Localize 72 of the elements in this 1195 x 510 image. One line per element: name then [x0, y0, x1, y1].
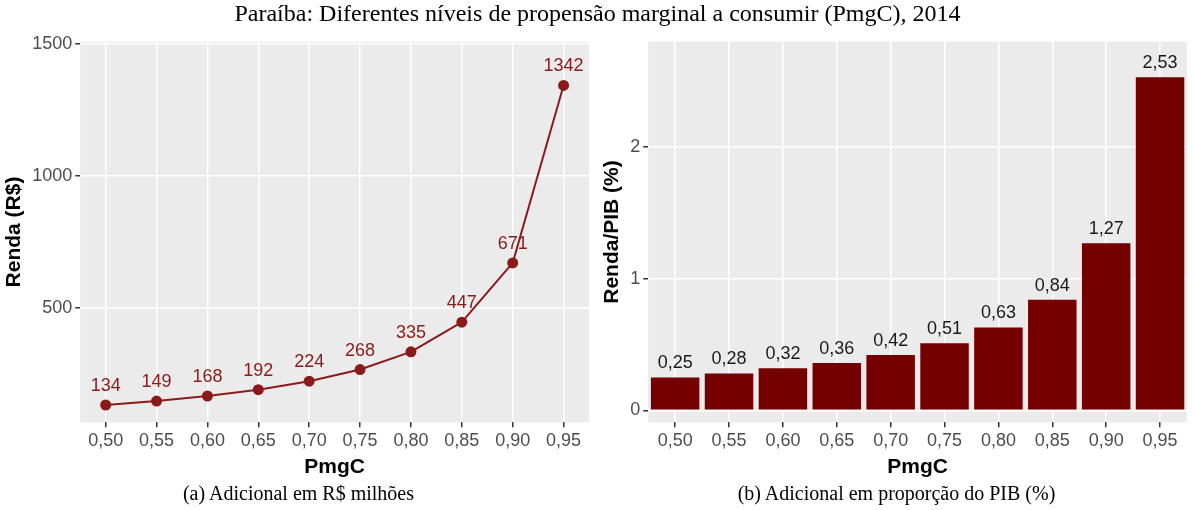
x-tick-label: 0,60: [765, 429, 801, 450]
text: (a) Adicional em R$ milhões: [181, 482, 416, 505]
x-tick-label: 0,85: [444, 429, 480, 450]
point: [354, 364, 366, 376]
point: [405, 346, 417, 358]
bar: [812, 362, 862, 410]
x-tick-label: 0,65: [819, 429, 855, 450]
x-tick-label: 0,95: [546, 429, 582, 450]
data-label: 447: [446, 292, 477, 313]
point: [303, 375, 315, 387]
x-tick-label: 0,75: [927, 429, 963, 450]
bar: [974, 327, 1023, 410]
x-tick-label: 0,85: [1034, 429, 1070, 450]
bar: [1135, 77, 1185, 410]
data-label: 149: [141, 371, 172, 392]
data-label: 0,32: [765, 343, 801, 364]
data-label: 0,63: [980, 302, 1016, 323]
data-label: 1,27: [1088, 218, 1124, 239]
x-tick-label: 0,75: [342, 429, 378, 450]
x-tick-label: 0,50: [88, 429, 124, 450]
text: (b) Adicional em proporção do PIB (%): [736, 482, 1057, 505]
x-tick-label: 0,70: [291, 429, 327, 450]
data-label: 0,25: [657, 352, 693, 373]
bar: [1081, 243, 1131, 410]
data-label: 168: [192, 365, 223, 386]
point: [507, 257, 519, 269]
x-tick-label: 0,65: [240, 429, 276, 450]
y-tick-label: 0: [630, 399, 641, 420]
bar: [920, 343, 969, 410]
chart-title: Paraíba: Diferentes níveis de propensão marginal a consumir (PmgC), 2014: [233, 0, 962, 27]
x-tick-label: 0,70: [873, 429, 909, 450]
data-label: 0,51: [927, 318, 963, 339]
x-tick-label: 0,80: [393, 429, 429, 450]
x-tick-label: 0,60: [189, 429, 225, 450]
point: [100, 399, 112, 411]
bar: [704, 373, 754, 410]
bar: [758, 368, 808, 410]
point: [456, 316, 468, 328]
data-label: 224: [294, 351, 325, 372]
data-label: 335: [395, 321, 426, 342]
y-tick-label: 1000: [32, 164, 73, 185]
data-label: 2,53: [1142, 52, 1178, 73]
bar: [866, 355, 915, 410]
y-axis-title: Renda (R$): [1, 176, 25, 288]
y-tick-label: 500: [42, 297, 73, 318]
y-tick-label: 1: [630, 267, 641, 288]
point: [252, 384, 264, 396]
data-label: 268: [345, 339, 376, 360]
data-label: 0,84: [1034, 274, 1070, 295]
x-tick-label: 0,90: [495, 429, 531, 450]
data-label: 0,36: [819, 337, 855, 358]
x-tick-label: 0,95: [1142, 429, 1178, 450]
x-axis-title: PmgC: [887, 454, 948, 478]
x-tick-label: 0,50: [657, 429, 693, 450]
point: [151, 395, 163, 407]
data-label: 192: [243, 359, 274, 380]
x-tick-label: 0,80: [980, 429, 1016, 450]
y-tick-label: 1500: [32, 32, 73, 53]
x-tick-label: 0,90: [1088, 429, 1124, 450]
data-label: 0,28: [711, 348, 747, 369]
x-tick-label: 0,55: [139, 429, 175, 450]
data-label: 0,42: [873, 330, 909, 351]
point: [201, 390, 213, 402]
data-label: 1342: [543, 55, 584, 76]
data-label: 134: [90, 374, 121, 395]
x-tick-label: 0,55: [711, 429, 747, 450]
y-axis-title: Renda/PIB (%): [599, 160, 623, 304]
bar: [650, 377, 700, 410]
point: [558, 79, 570, 91]
y-tick-label: 2: [630, 136, 641, 157]
x-axis-title: PmgC: [304, 454, 365, 478]
bar: [1028, 299, 1077, 410]
